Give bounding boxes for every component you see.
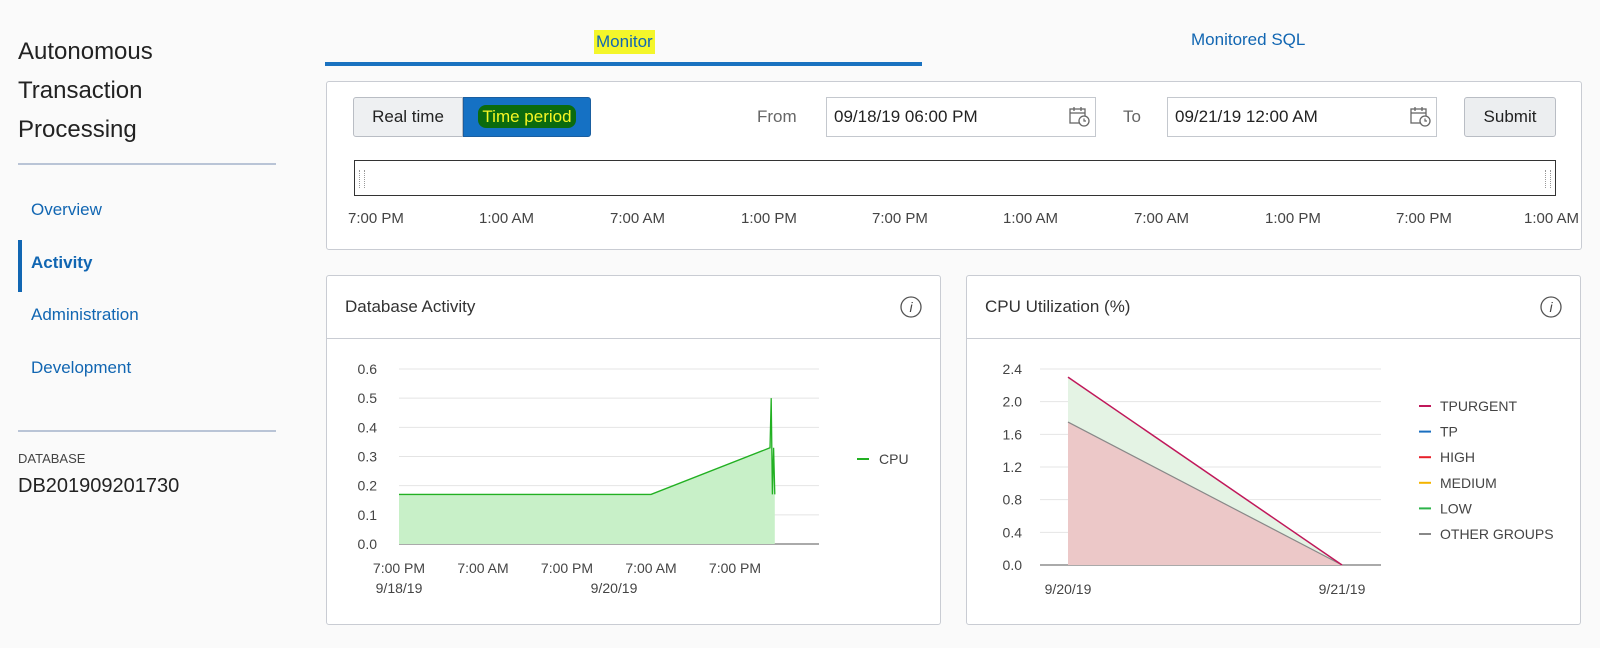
info-icon[interactable]: i — [900, 296, 922, 318]
legend-label: LOW — [1440, 500, 1473, 516]
legend-label: TP — [1440, 424, 1458, 440]
y-tick-label: 0.4 — [1003, 524, 1023, 540]
timeline-tick: 7:00 AM — [1134, 210, 1190, 227]
range-end-handle[interactable] — [1545, 170, 1551, 188]
nav-activity-label: Activity — [31, 253, 93, 272]
nav-development[interactable]: Development — [18, 351, 276, 385]
legend-label: MEDIUM — [1440, 475, 1497, 491]
y-tick-label: 0.2 — [358, 478, 378, 494]
nav-development-label: Development — [31, 358, 132, 377]
y-tick-label: 1.6 — [1003, 426, 1023, 442]
y-tick-label: 0.8 — [1003, 492, 1023, 508]
timeline-tick: 1:00 AM — [479, 210, 535, 227]
y-tick-label: 0.1 — [358, 507, 378, 523]
y-tick-label: 0.0 — [1003, 557, 1023, 573]
timeline-tick: 7:00 PM — [348, 210, 404, 227]
timeline-range-selector[interactable] — [354, 160, 1556, 196]
svg-text:i: i — [909, 299, 913, 315]
y-tick-label: 0.4 — [358, 419, 378, 435]
legend-label: TPURGENT — [1440, 398, 1517, 414]
timeline-tick: 1:00 PM — [741, 210, 797, 227]
x-tick-date-label: 9/20/19 — [591, 580, 638, 596]
app-title-line: Autonomous — [18, 38, 153, 65]
real-time-button[interactable]: Real time — [353, 97, 463, 137]
sidebar: Autonomous Transaction Processing Overvi… — [18, 0, 276, 648]
timeline-tick: 7:00 PM — [872, 210, 928, 227]
cpu-utilization-chart: 0.0 0.4 0.8 1.2 1.6 2.0 2.4 9/20/19 9/21/19 TPURG… — [1003, 361, 1554, 597]
nav-administration[interactable]: Administration — [18, 298, 276, 332]
timeline-tick: 1:00 PM — [1265, 210, 1321, 227]
card-title: CPU Utilization (%) — [985, 297, 1131, 316]
y-tick-label: 1.2 — [1003, 459, 1023, 475]
nav-administration-label: Administration — [31, 305, 139, 324]
calendar-icon[interactable] — [1069, 106, 1091, 128]
y-tick-label: 0.0 — [358, 536, 378, 552]
x-tick-label: 7:00 PM — [541, 560, 593, 576]
y-tick-label: 0.6 — [358, 361, 378, 377]
app-title-line: Processing — [18, 116, 137, 143]
sidebar-divider — [18, 430, 276, 432]
tpurgent-line — [1067, 376, 1343, 566]
time-controls-panel: Real time Time period From 09/18/19 06:0… — [326, 81, 1582, 250]
x-tick-label: 7:00 AM — [457, 560, 508, 576]
y-tick-label: 0.3 — [358, 449, 378, 465]
svg-text:i: i — [1549, 299, 1553, 315]
x-tick-label: 9/21/19 — [1319, 581, 1366, 597]
from-label: From — [757, 107, 797, 126]
active-tab-indicator — [325, 62, 922, 66]
time-period-label: Time period — [478, 105, 576, 128]
y-tick-label: 2.4 — [1003, 361, 1023, 377]
app-title: Autonomous Transaction Processing — [18, 32, 268, 149]
card-header: Database Activity i — [327, 276, 940, 339]
timeline-tick: 1:00 AM — [1524, 210, 1580, 227]
timeline-tick: 7:00 AM — [610, 210, 666, 227]
legend-label: OTHER GROUPS — [1440, 526, 1554, 542]
database-activity-chart: 0.0 0.1 0.2 0.3 0.4 0.5 0.6 7:00 PM 9/18/19 7:00 … — [358, 361, 909, 596]
timeline-tick: 7:00 PM — [1396, 210, 1452, 227]
time-period-button[interactable]: Time period — [463, 97, 591, 137]
tab-monitor[interactable]: Monitor — [594, 30, 655, 54]
database-label: DATABASE — [18, 451, 86, 466]
y-tick-label: 2.0 — [1003, 394, 1023, 410]
card-title: Database Activity — [345, 297, 476, 316]
database-activity-card: Database Activity i 0.0 0.1 0.2 0.3 0.4 0.5 0.… — [326, 275, 941, 625]
x-tick-label: 7:00 PM — [709, 560, 761, 576]
info-icon[interactable]: i — [1540, 296, 1562, 318]
submit-button[interactable]: Submit — [1464, 97, 1556, 137]
nav-overview[interactable]: Overview — [18, 193, 276, 227]
sidebar-divider — [18, 163, 276, 165]
other-groups-line — [1067, 421, 1343, 566]
cpu-line — [399, 398, 776, 496]
range-start-handle[interactable] — [359, 170, 365, 188]
to-label: To — [1123, 107, 1141, 126]
x-tick-label: 7:00 PM — [373, 560, 425, 576]
nav-activity[interactable]: Activity — [18, 240, 276, 292]
x-tick-label: 7:00 AM — [625, 560, 676, 576]
nav-overview-label: Overview — [31, 200, 102, 219]
calendar-icon[interactable] — [1410, 106, 1432, 128]
app-title-line: Transaction — [18, 77, 143, 104]
from-date-input[interactable]: 09/18/19 06:00 PM — [826, 97, 1096, 137]
legend-label: CPU — [879, 451, 909, 467]
cpu-area — [399, 398, 775, 544]
cpu-utilization-card: CPU Utilization (%) i 0.0 0.4 0.8 1.2 1.6 2.0… — [966, 275, 1581, 625]
to-date-input[interactable]: 09/21/19 12:00 AM — [1167, 97, 1437, 137]
x-tick-label: 9/20/19 — [1045, 581, 1092, 597]
y-tick-label: 0.5 — [358, 390, 378, 406]
database-name: DB201909201730 — [18, 475, 180, 497]
card-header: CPU Utilization (%) i — [967, 276, 1580, 339]
legend-label: HIGH — [1440, 449, 1475, 465]
x-tick-date-label: 9/18/19 — [376, 580, 423, 596]
timeline-tick: 1:00 AM — [1003, 210, 1059, 227]
tab-monitored-sql[interactable]: Monitored SQL — [1191, 30, 1306, 49]
